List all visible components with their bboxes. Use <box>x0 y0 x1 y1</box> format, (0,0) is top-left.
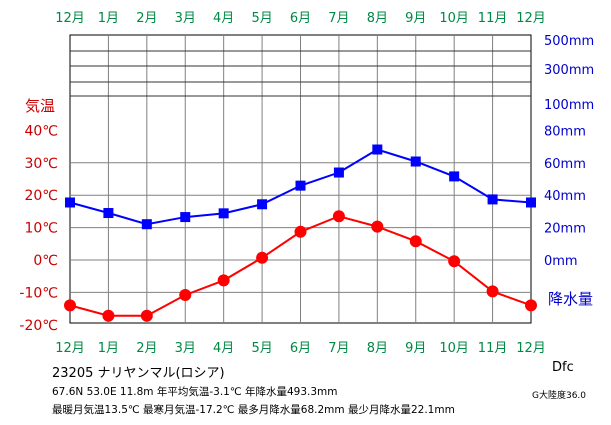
precipitation-point <box>372 144 383 155</box>
temperature-point <box>179 288 192 301</box>
precipitation-point <box>141 219 152 230</box>
temperature-tick-label: 20℃ <box>24 188 58 204</box>
precipitation-point <box>526 197 536 208</box>
temperature-tick-label: 10℃ <box>24 221 58 237</box>
bottom-month-label: 8月 <box>367 341 388 356</box>
temperature-point <box>140 309 153 322</box>
precipitation-series <box>65 144 536 230</box>
bottom-month-label: 5月 <box>251 341 272 356</box>
climate-chart: 12月 1月 2月 3月 4月 5月 6月 7月 8月 9月 10月 11月 12月 12月 1月 2月 3月… <box>19 11 594 356</box>
precipitation-point <box>180 212 191 223</box>
top-month-label: 6月 <box>290 11 311 26</box>
bottom-month-label: 1月 <box>98 341 119 356</box>
temperature-tick-label: 40℃ <box>24 123 58 139</box>
chart-grid <box>69 34 532 324</box>
top-month-label: 12月 <box>516 11 546 26</box>
precipitation-tick-label: 60mm <box>544 157 586 172</box>
precipitation-point <box>65 197 75 208</box>
station-info: 23205 ナリヤンマル(ロシア) 67.6N 53.0E 11.8m 年平均気… <box>52 360 607 422</box>
top-month-label: 2月 <box>136 11 157 26</box>
precipitation-tick-label: 40mm <box>544 189 586 204</box>
precipitation-point <box>333 167 344 178</box>
top-month-ticks: 12月 1月 2月 3月 4月 5月 6月 7月 8月 9月 10月 11月 12月 <box>55 11 546 26</box>
precipitation-axis-title: 降水量 <box>548 290 593 308</box>
bottom-month-label: 11月 <box>478 341 508 356</box>
precipitation-axis-ticks: 80mm 60mm 40mm 20mm 0mm 500mm 300mm 100mm <box>544 34 594 269</box>
temperature-point <box>256 251 269 264</box>
precipitation-tick-label: 80mm <box>544 124 586 139</box>
top-month-label: 12月 <box>55 11 85 26</box>
temperature-point <box>486 285 499 298</box>
bottom-month-label: 6月 <box>290 341 311 356</box>
bottom-month-label: 9月 <box>405 341 426 356</box>
top-month-label: 5月 <box>251 11 272 26</box>
precipitation-point <box>295 180 306 191</box>
temperature-point <box>525 299 537 312</box>
temperature-point <box>102 309 115 322</box>
top-month-label: 8月 <box>367 11 388 26</box>
koppen-class: Dfc <box>552 360 574 375</box>
temperature-tick-label: 0℃ <box>33 253 58 269</box>
bottom-month-label: 10月 <box>439 341 469 356</box>
top-month-label: 1月 <box>98 11 119 26</box>
top-month-label: 7月 <box>328 11 349 26</box>
temperature-tick-label: -10℃ <box>19 285 58 301</box>
top-month-label: 4月 <box>213 11 234 26</box>
top-month-label: 3月 <box>175 11 196 26</box>
precipitation-point <box>410 156 421 167</box>
temperature-point <box>294 225 307 238</box>
precipitation-tick-label: 20mm <box>544 222 586 237</box>
temperature-axis-ticks: 40℃ 30℃ 20℃ 10℃ 0℃ -10℃ -20℃ <box>19 123 58 333</box>
bottom-month-label: 3月 <box>175 341 196 356</box>
temperature-point <box>409 235 422 248</box>
station-line: 23205 ナリヤンマル(ロシア) <box>52 366 225 381</box>
bottom-month-label: 4月 <box>213 341 234 356</box>
precipitation-tick-label-compressed: 300mm <box>544 63 594 78</box>
station-stats-line-2: 最暖月気温13.5℃ 最寒月気温-17.2℃ 最多月降水量68.2mm 最少月降… <box>52 404 455 416</box>
temperature-point <box>371 220 384 233</box>
precipitation-tick-label: 0mm <box>544 254 578 269</box>
precipitation-point <box>257 199 268 210</box>
precipitation-point <box>449 171 460 182</box>
bottom-month-ticks: 12月 1月 2月 3月 4月 5月 6月 7月 8月 9月 10月 11月 12月 <box>55 341 546 356</box>
precipitation-point <box>103 208 114 219</box>
temperature-point <box>217 274 230 287</box>
precipitation-tick-label-compressed: 100mm <box>544 98 594 113</box>
temperature-point <box>332 210 345 223</box>
bottom-month-label: 12月 <box>516 341 546 356</box>
temperature-tick-label: -20℃ <box>19 318 58 334</box>
bottom-month-label: 2月 <box>136 341 157 356</box>
station-stats-line-1: 67.6N 53.0E 11.8m 年平均気温-3.1℃ 年降水量493.3mm <box>52 386 338 398</box>
precipitation-point <box>218 208 229 219</box>
temperature-point <box>64 299 76 312</box>
precipitation-point <box>487 194 498 205</box>
top-month-label: 9月 <box>405 11 426 26</box>
temperature-point <box>448 255 461 268</box>
bottom-month-label: 12月 <box>55 341 85 356</box>
temperature-tick-label: 30℃ <box>24 156 58 172</box>
precipitation-tick-label-compressed: 500mm <box>544 34 594 49</box>
temperature-axis-title: 気温 <box>25 97 55 115</box>
temperature-series <box>64 210 537 322</box>
continentality-index: G大陸度36.0 <box>532 391 587 401</box>
top-month-label: 10月 <box>439 11 469 26</box>
top-month-label: 11月 <box>478 11 508 26</box>
bottom-month-label: 7月 <box>328 341 349 356</box>
